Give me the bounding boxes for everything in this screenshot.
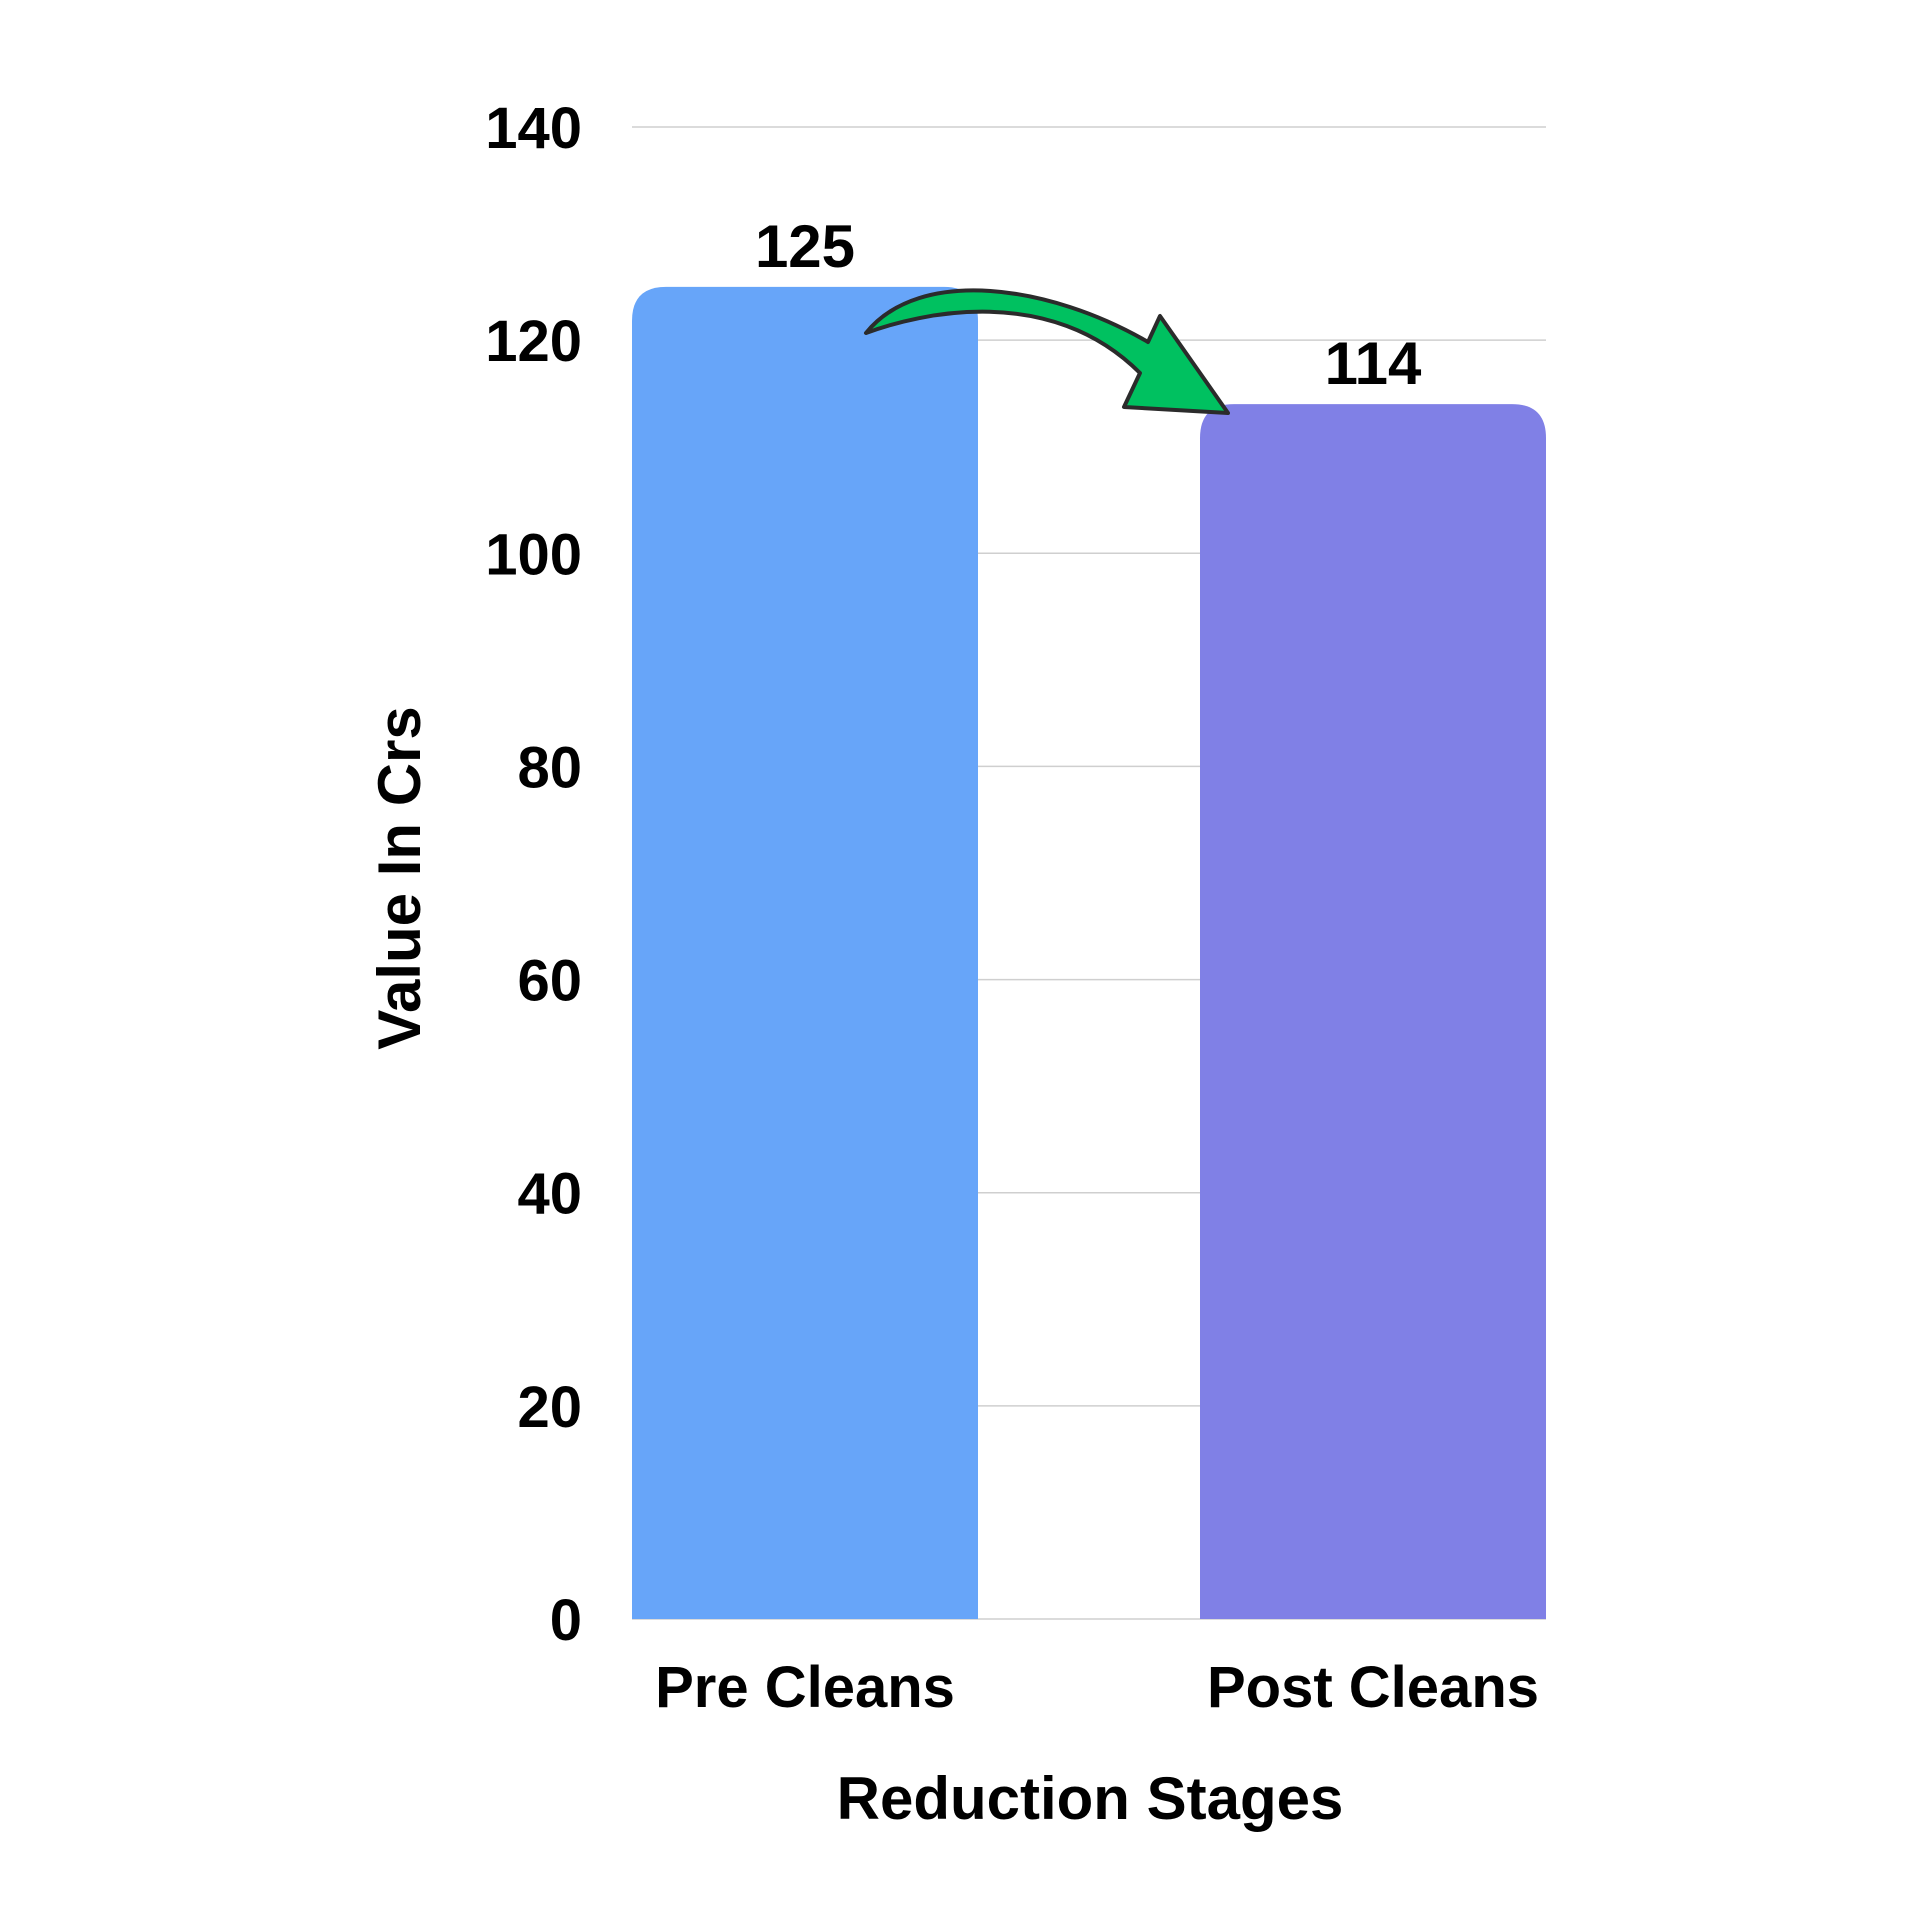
y-tick-label: 100 [485, 522, 582, 587]
bar-pre-cleans [632, 286, 978, 1619]
data-label: 125 [755, 213, 855, 280]
y-tick-label: 80 [517, 735, 582, 800]
y-tick-label: 120 [485, 309, 582, 374]
bar-post-cleans [1200, 404, 1546, 1620]
y-tick-label: 20 [517, 1375, 582, 1440]
y-tick-label: 40 [517, 1162, 582, 1227]
reduction-arrow-icon [864, 288, 1230, 415]
data-label: 114 [1325, 330, 1422, 397]
x-tick-label: Pre Cleans [655, 1655, 955, 1720]
x-tick-label: Post Cleans [1207, 1655, 1539, 1720]
y-tick-label: 60 [517, 949, 582, 1014]
annotation-layer [864, 288, 1230, 415]
y-axis-title: Value In Crs [366, 706, 433, 1049]
bars [632, 286, 1546, 1620]
y-tick-label: 140 [485, 96, 582, 161]
y-tick-label: 0 [550, 1588, 582, 1653]
labels: 0 20 40 60 80 100 120 140 125 Pre Cleans 114 Post C… [485, 96, 1539, 1720]
x-axis-title: Reduction Stages [837, 1765, 1344, 1832]
